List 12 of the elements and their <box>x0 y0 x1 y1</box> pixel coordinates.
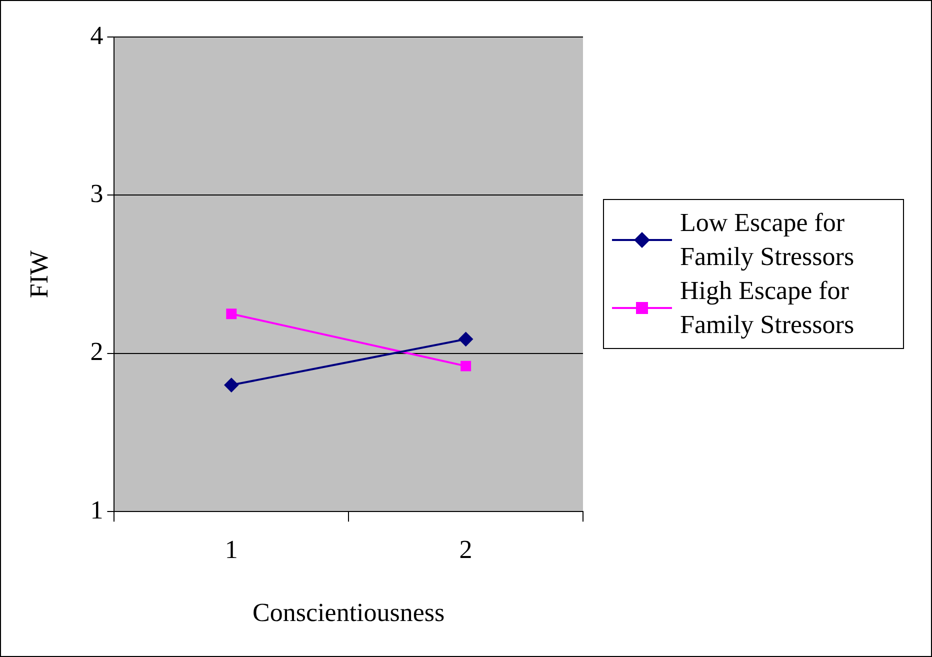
point <box>458 332 473 346</box>
point <box>224 378 238 392</box>
legend-label: Low Escape for Family Stressors <box>680 207 856 274</box>
x-axis-title: Conscientiousness <box>252 598 445 628</box>
point <box>460 360 472 372</box>
y-tick-label: 3 <box>90 179 104 208</box>
point <box>226 308 237 320</box>
y-tick-label: 4 <box>90 20 104 50</box>
y-tick-label: 1 <box>90 495 104 524</box>
legend-label: High Escape for Family Stressors <box>680 275 856 342</box>
y-tick-label: 2 <box>90 337 104 366</box>
y-axis-title: FIW <box>24 250 54 298</box>
